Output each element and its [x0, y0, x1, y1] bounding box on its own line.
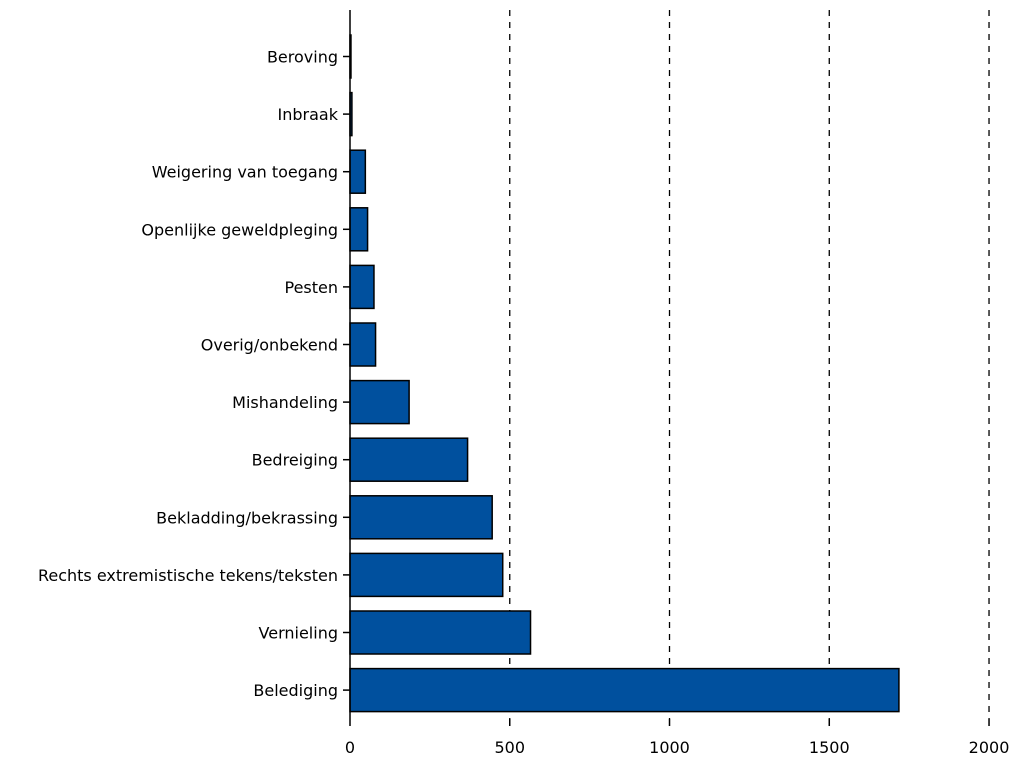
bar-2	[349, 149, 367, 194]
x-tick-label-1500: 1500	[809, 738, 850, 757]
category-label-8: Bekladding/bekrassing	[156, 508, 338, 527]
axes	[343, 10, 990, 726]
bar-10	[349, 610, 532, 655]
x-tick-label-0: 0	[345, 738, 355, 757]
bar-3	[349, 207, 369, 252]
category-label-7: Bedreiging	[252, 451, 338, 470]
category-label-0: Beroving	[267, 48, 338, 67]
x-tick-label-500: 500	[494, 738, 525, 757]
category-label-1: Inbraak	[278, 105, 339, 124]
bar-6	[349, 379, 410, 425]
bar-9	[349, 552, 504, 598]
category-label-6: Mishandeling	[232, 393, 338, 412]
bar-8	[349, 495, 493, 540]
bar-4	[349, 264, 375, 310]
category-labels: Beroving Inbraak Weigering van toegang Open…	[38, 48, 339, 701]
category-label-2: Weigering van toegang	[152, 163, 338, 182]
category-label-10: Vernieling	[259, 624, 338, 643]
category-label-9: Rechts extremistische tekens/teksten	[38, 566, 338, 585]
bar-5	[349, 322, 377, 367]
x-tick-labels: 0 500 1000 1500 2000	[345, 738, 1009, 757]
bar-11	[349, 667, 900, 713]
category-label-4: Pesten	[284, 278, 338, 297]
x-tick-label-1000: 1000	[649, 738, 690, 757]
category-label-5: Overig/onbekend	[201, 336, 338, 355]
category-label-3: Openlijke geweldpleging	[141, 220, 338, 239]
bar-7	[349, 437, 469, 482]
bars	[349, 34, 900, 713]
category-label-11: Belediging	[253, 681, 338, 700]
grid-lines	[509, 10, 990, 719]
x-tick-label-2000: 2000	[969, 738, 1010, 757]
